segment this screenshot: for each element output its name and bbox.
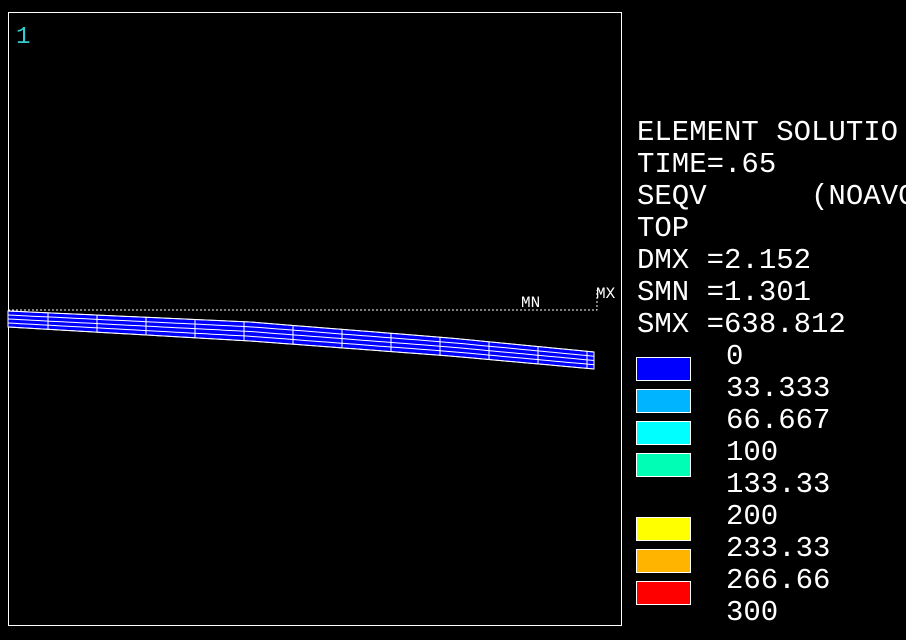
legend-swatch xyxy=(636,517,691,541)
min-marker: MN xyxy=(521,294,540,312)
legend-value: 233.33 xyxy=(726,532,830,565)
legend-value: 0 xyxy=(726,340,743,373)
legend-header-line: TOP xyxy=(637,212,689,245)
legend-swatch xyxy=(636,421,691,445)
legend-swatch xyxy=(636,453,691,477)
mesh-line xyxy=(7,310,595,353)
mesh-line xyxy=(7,322,595,366)
legend-header-line: SMN =1.301 xyxy=(637,276,811,309)
mesh-line xyxy=(7,326,595,370)
legend-value: 100 xyxy=(726,436,778,469)
legend-swatch xyxy=(636,549,691,573)
legend-swatch xyxy=(636,389,691,413)
undeformed-outline xyxy=(8,290,598,311)
max-marker: MX xyxy=(596,285,616,303)
mesh-line xyxy=(7,318,595,361)
legend-value: 66.667 xyxy=(726,404,830,437)
deformed-beam xyxy=(7,310,595,370)
legend-header-line: DMX =2.152 xyxy=(637,244,811,277)
legend-header-line: TIME=.65 xyxy=(637,148,776,181)
legend-swatch xyxy=(636,357,691,381)
legend-value: 300 xyxy=(726,596,778,629)
mesh-line xyxy=(7,314,595,357)
legend-value: 33.333 xyxy=(726,372,830,405)
legend-value: 133.33 xyxy=(726,468,830,501)
legend-value: 200 xyxy=(726,500,778,533)
window-number: 1 xyxy=(16,24,30,51)
legend-header-line: ELEMENT SOLUTIO xyxy=(637,116,898,149)
legend-swatch xyxy=(636,581,691,605)
legend-value: 266.66 xyxy=(726,564,830,597)
legend-header-line: SMX =638.812 xyxy=(637,308,846,341)
legend-header-line: SEQV (NOAVG xyxy=(637,180,906,213)
